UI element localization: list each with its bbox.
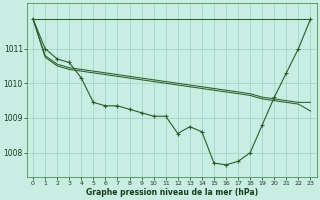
X-axis label: Graphe pression niveau de la mer (hPa): Graphe pression niveau de la mer (hPa) (86, 188, 258, 197)
